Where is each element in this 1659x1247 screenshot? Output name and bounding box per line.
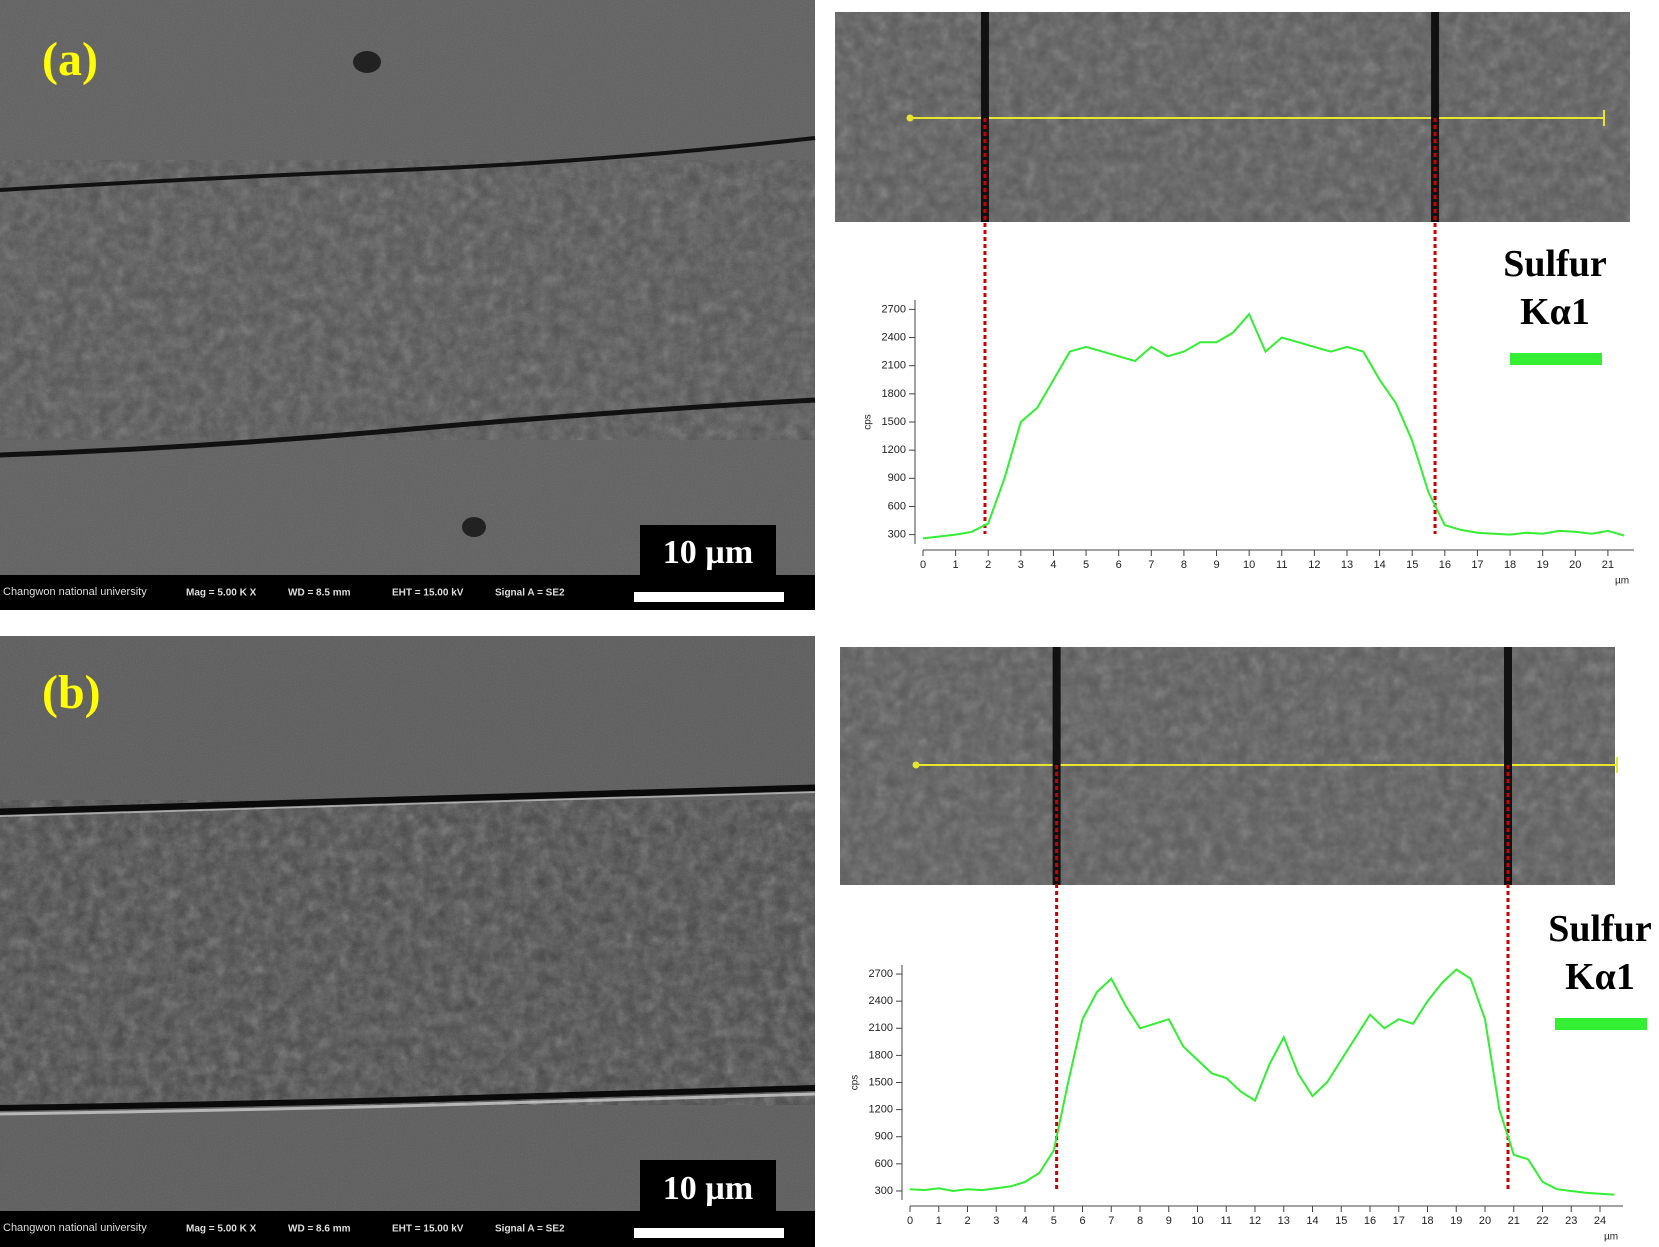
legend-label: Sulfur Kα1: [1548, 908, 1652, 998]
legend-label: Sulfur Kα1: [1503, 243, 1607, 333]
x-tick-label: 3: [993, 1215, 999, 1227]
x-tick-label: 3: [1018, 559, 1024, 571]
x-tick-label: 0: [907, 1215, 913, 1227]
scale-bar-label: 10 µm: [663, 534, 753, 571]
x-tick-label: 15: [1406, 559, 1418, 571]
y-tick-label: 2700: [869, 968, 893, 980]
x-tick-label: 24: [1594, 1215, 1606, 1227]
x-tick-label: 0: [920, 559, 926, 571]
x-tick-label: 7: [1108, 1215, 1114, 1227]
y-tick-label: 900: [888, 472, 906, 484]
sem-info: Changwon national university: [3, 586, 147, 598]
crack: [1431, 12, 1440, 222]
y-tick-label: 600: [888, 500, 906, 512]
legend-swatch: [1555, 1018, 1647, 1030]
y-tick-label: 2100: [882, 360, 906, 372]
x-axis-label: µm: [1615, 576, 1629, 587]
x-tick-label: 18: [1504, 559, 1516, 571]
x-tick-label: 8: [1181, 559, 1187, 571]
y-tick-label: 1800: [882, 388, 906, 400]
crack: [980, 12, 989, 222]
legend-swatch: [1510, 353, 1602, 365]
x-tick-label: 6: [1079, 1215, 1085, 1227]
x-tick-label: 13: [1341, 559, 1353, 571]
x-tick-label: 17: [1393, 1215, 1405, 1227]
sem-info: EHT = 15.00 kV: [392, 1224, 464, 1235]
sem-info: Mag = 5.00 K X: [186, 588, 257, 599]
y-tick-label: 1500: [882, 416, 906, 428]
sem-info: Changwon national university: [3, 1222, 147, 1234]
y-tick-label: 300: [875, 1185, 893, 1197]
x-tick-label: 7: [1148, 559, 1154, 571]
scan-start: [912, 761, 920, 769]
x-tick-label: 14: [1306, 1215, 1318, 1227]
x-tick-label: 1: [936, 1215, 942, 1227]
panel-label: (a): [42, 33, 98, 86]
x-tick-label: 19: [1450, 1215, 1462, 1227]
x-axis-label: µm: [1604, 1232, 1618, 1243]
x-tick-label: 13: [1278, 1215, 1290, 1227]
x-tick-label: 10: [1191, 1215, 1203, 1227]
sem-info: WD = 8.5 mm: [288, 588, 351, 599]
y-tick-label: 1200: [869, 1104, 893, 1116]
sem-info: Signal A = SE2: [495, 1224, 565, 1235]
y-tick-label: 1200: [882, 444, 906, 456]
y-tick-label: 1500: [869, 1076, 893, 1088]
x-tick-label: 14: [1373, 559, 1385, 571]
sem-image: [0, 636, 816, 1247]
x-tick-label: 18: [1421, 1215, 1433, 1227]
y-tick-label: 2400: [882, 331, 906, 343]
x-tick-label: 12: [1249, 1215, 1261, 1227]
x-tick-label: 20: [1479, 1215, 1491, 1227]
sem-info: Signal A = SE2: [495, 588, 565, 599]
y-tick-label: 2400: [869, 995, 893, 1007]
x-tick-label: 2: [964, 1215, 970, 1227]
y-tick-label: 900: [875, 1131, 893, 1143]
x-tick-label: 21: [1508, 1215, 1520, 1227]
x-tick-label: 21: [1602, 559, 1614, 571]
x-tick-label: 2: [985, 559, 991, 571]
panel-label: (b): [42, 666, 101, 719]
x-tick-label: 19: [1537, 559, 1549, 571]
sem-info: EHT = 15.00 kV: [392, 588, 464, 599]
sem-image: [0, 0, 816, 610]
x-tick-label: 4: [1050, 559, 1056, 571]
data-line: [922, 312, 1625, 540]
x-tick-label: 4: [1022, 1215, 1028, 1227]
x-tick-label: 5: [1051, 1215, 1057, 1227]
x-tick-label: 16: [1439, 559, 1451, 571]
x-tick-label: 1: [953, 559, 959, 571]
sem-info: Mag = 5.00 K X: [186, 1224, 257, 1235]
x-tick-label: 8: [1137, 1215, 1143, 1227]
x-tick-label: 9: [1213, 559, 1219, 571]
x-tick-label: 16: [1364, 1215, 1376, 1227]
y-tick-label: 1800: [869, 1049, 893, 1061]
x-tick-label: 10: [1243, 559, 1255, 571]
x-tick-label: 22: [1536, 1215, 1548, 1227]
scan-start: [906, 114, 914, 122]
x-tick-label: 9: [1166, 1215, 1172, 1227]
x-tick-label: 11: [1221, 1215, 1232, 1227]
x-tick-label: 15: [1335, 1215, 1347, 1227]
x-tick-label: 11: [1276, 559, 1287, 571]
y-tick-label: 2100: [869, 1022, 893, 1034]
y-tick-label: 300: [888, 529, 906, 541]
x-tick-label: 12: [1308, 559, 1320, 571]
x-tick-label: 20: [1569, 559, 1581, 571]
y-axis-label: cps: [863, 414, 874, 430]
x-tick-label: 17: [1471, 559, 1483, 571]
scale-bar-label: 10 µm: [663, 1170, 753, 1207]
y-tick-label: 2700: [882, 303, 906, 315]
sem-info: WD = 8.6 mm: [288, 1224, 351, 1235]
x-tick-label: 23: [1565, 1215, 1577, 1227]
x-tick-label: 6: [1116, 559, 1122, 571]
data-line: [909, 968, 1615, 1196]
x-tick-label: 5: [1083, 559, 1089, 571]
y-axis-label: cps: [850, 1075, 861, 1091]
y-tick-label: 600: [875, 1158, 893, 1170]
